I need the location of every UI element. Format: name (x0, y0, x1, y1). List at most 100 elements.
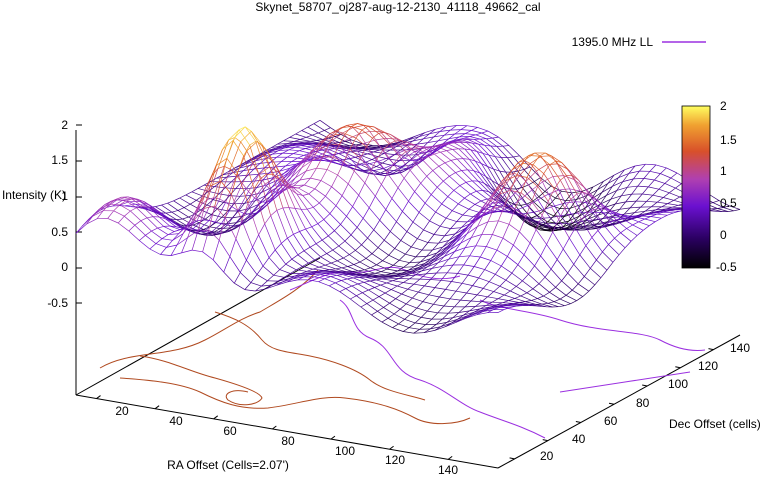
mesh-line (355, 144, 367, 148)
mesh-line (450, 125, 457, 131)
mesh-line (573, 179, 581, 192)
chart-title: Skynet_58707_oj287-aug-12-2130_41118_496… (255, 0, 540, 14)
mesh-line (456, 233, 468, 243)
mesh-line (522, 273, 529, 282)
mesh-line (182, 216, 189, 220)
mesh-line (508, 201, 515, 205)
mesh-line (287, 185, 294, 188)
mesh-line (460, 129, 472, 131)
mesh-line (481, 221, 489, 235)
mesh-line (290, 167, 298, 178)
mesh-line (429, 131, 440, 135)
mesh-line (207, 168, 219, 200)
mesh-line (644, 206, 652, 212)
mesh-line (183, 203, 191, 208)
mesh-line (304, 140, 311, 143)
mesh-line (361, 274, 368, 277)
mesh-line (206, 199, 214, 206)
mesh-line (290, 189, 297, 195)
mesh-line (198, 229, 205, 232)
mesh-line (658, 210, 665, 213)
mesh-line (397, 282, 404, 287)
mesh-line (588, 284, 596, 292)
mesh-line (591, 237, 603, 253)
mesh-line (354, 146, 362, 157)
mesh-line (403, 282, 414, 285)
mesh-line (297, 254, 309, 264)
mesh-line (244, 289, 256, 292)
mesh-line (578, 179, 585, 188)
mesh-line (613, 169, 625, 176)
mesh-line (209, 226, 221, 229)
mesh-line (165, 218, 172, 222)
mesh-line (586, 223, 598, 226)
mesh-line (452, 256, 460, 266)
mesh-line (620, 232, 632, 242)
mesh-line (250, 282, 262, 287)
mesh-line (117, 222, 130, 232)
mesh-line (416, 158, 423, 161)
mesh-line (202, 219, 210, 221)
mesh-line (486, 137, 493, 140)
mesh-line (131, 198, 143, 207)
mesh-line (155, 238, 163, 244)
mesh-line (523, 166, 531, 170)
mesh-line (216, 174, 223, 179)
mesh-line (521, 198, 528, 206)
mesh-line (217, 208, 228, 212)
mesh-line (348, 274, 360, 278)
mesh-line (434, 252, 442, 259)
mesh-line (543, 295, 555, 303)
mesh-line (362, 149, 370, 151)
mesh-line (364, 170, 372, 184)
mesh-line (454, 141, 461, 144)
mesh-line (343, 158, 350, 161)
mesh-line (447, 196, 459, 205)
mesh-line (519, 163, 531, 176)
mesh-line (317, 223, 329, 237)
mesh-line (442, 240, 450, 248)
mesh-line (476, 190, 483, 192)
mesh-line (107, 210, 114, 219)
mesh-line (335, 282, 346, 289)
mesh-line (466, 216, 474, 223)
mesh-line (296, 266, 303, 271)
mesh-line (406, 231, 418, 239)
mesh-line (466, 292, 478, 296)
mesh-line (179, 194, 186, 199)
mesh-line (307, 126, 319, 134)
mesh-line (532, 196, 540, 202)
mesh-line (545, 152, 552, 157)
mesh-line (487, 207, 495, 222)
mesh-line (402, 143, 410, 149)
mesh-line (472, 277, 479, 286)
mesh-line (445, 289, 457, 292)
mesh-line (357, 123, 364, 126)
mesh-line (307, 149, 319, 159)
mesh-line (383, 275, 390, 278)
mesh-line (256, 209, 263, 214)
mesh-line (567, 272, 579, 285)
mesh-line (434, 287, 446, 290)
mesh-line (229, 188, 236, 196)
mesh-line (123, 198, 134, 201)
mesh-line (326, 249, 333, 254)
mesh-line (388, 154, 395, 160)
mesh-line (324, 278, 336, 284)
mesh-line (378, 133, 390, 145)
mesh-line (534, 255, 541, 267)
mesh-line (628, 170, 640, 174)
mesh-line (424, 128, 436, 133)
mesh-line (455, 283, 463, 292)
mesh-line (402, 327, 410, 332)
mesh-line (601, 183, 609, 193)
mesh-line (427, 136, 435, 143)
mesh-line (334, 230, 346, 242)
mesh-line (357, 283, 369, 291)
mesh-line (457, 273, 469, 276)
mesh-line (667, 199, 674, 204)
mesh-line (241, 202, 249, 221)
mesh-line (575, 223, 583, 228)
mesh-line (187, 230, 199, 238)
mesh-line (468, 217, 475, 227)
